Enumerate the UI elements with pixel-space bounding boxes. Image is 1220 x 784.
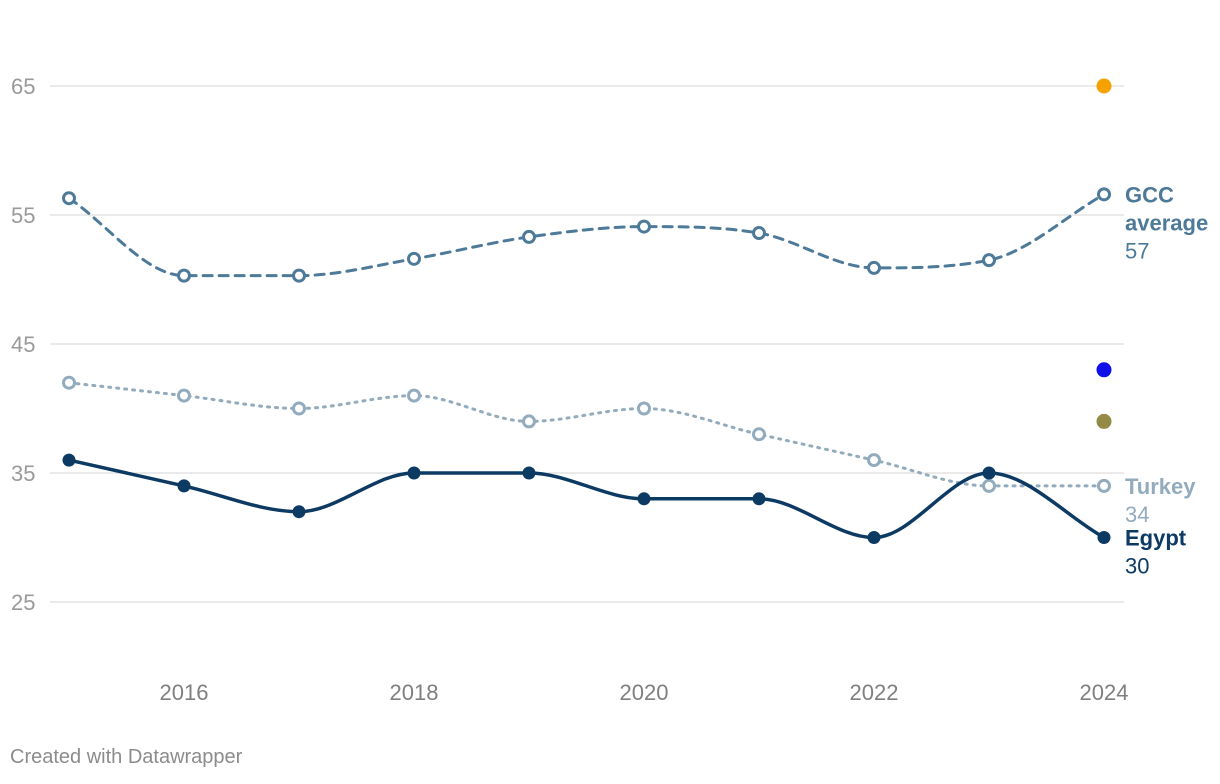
data-point-turkey: [982, 478, 996, 493]
data-point-turkey: [407, 388, 421, 403]
grid-lines: [50, 85, 1124, 603]
data-point-turkey: [752, 427, 766, 442]
series-label-turkey: Turkey: [1125, 474, 1196, 499]
data-point-gcc-average: [177, 268, 191, 283]
data-point-egypt: [1097, 531, 1111, 544]
y-axis-ticks: 25 35 45 55 65: [11, 74, 35, 615]
series-value-label-egypt: 30: [1125, 554, 1149, 579]
data-point-turkey: [177, 388, 191, 403]
data-point-egypt: [752, 492, 766, 506]
data-point-egypt: [867, 531, 881, 544]
data-point-gcc-average: [522, 229, 536, 244]
data-point-egypt: [62, 453, 76, 467]
series-value-label-turkey: 34: [1125, 502, 1149, 527]
highlight-point: [1096, 78, 1112, 94]
series-label-gcc-average: GCC: [1125, 182, 1174, 207]
series-value-label-gcc-average: 57: [1125, 238, 1149, 263]
data-point-gcc-average: [867, 260, 881, 275]
data-point-gcc-average: [407, 251, 421, 266]
data-point-turkey: [62, 375, 76, 390]
series-line-egypt: [67, 458, 1106, 540]
y-tick-label: 35: [11, 461, 35, 486]
data-point-gcc-average: [752, 226, 766, 241]
series-label-gcc-average: average: [1125, 210, 1208, 235]
data-point-gcc-average: [982, 253, 996, 268]
series-points: [62, 78, 1112, 544]
highlight-point: [1096, 362, 1112, 378]
data-point-egypt: [522, 466, 536, 480]
x-tick-label: 2016: [160, 680, 209, 705]
data-point-turkey: [867, 453, 881, 468]
data-point-turkey: [292, 401, 306, 416]
x-tick-label: 2020: [620, 680, 669, 705]
data-point-egypt: [637, 492, 651, 506]
series-lines: [67, 192, 1106, 540]
credit-text: Created with Datawrapper: [10, 746, 243, 768]
x-tick-label: 2018: [390, 680, 439, 705]
series-line-gcc-average: [67, 192, 1106, 278]
data-point-egypt: [407, 466, 421, 480]
y-tick-label: 55: [11, 203, 35, 228]
data-point-turkey: [1097, 478, 1111, 493]
x-axis-ticks: 2016 2018 2020 2022 2024: [160, 680, 1129, 705]
data-point-turkey: [522, 414, 536, 429]
y-tick-label: 25: [11, 590, 35, 615]
data-point-gcc-average: [1097, 187, 1111, 202]
highlight-point: [1096, 413, 1112, 429]
y-tick-label: 45: [11, 332, 35, 357]
series-line-turkey: [67, 381, 1106, 488]
data-point-egypt: [177, 479, 191, 493]
data-point-egypt: [982, 466, 996, 480]
y-tick-label: 65: [11, 74, 35, 99]
data-point-gcc-average: [62, 191, 76, 206]
data-point-gcc-average: [637, 219, 651, 234]
x-tick-label: 2022: [850, 680, 899, 705]
x-tick-label: 2024: [1080, 680, 1129, 705]
data-point-turkey: [637, 401, 651, 416]
data-point-gcc-average: [292, 268, 306, 283]
series-label-egypt: Egypt: [1125, 526, 1187, 551]
data-point-egypt: [292, 505, 306, 519]
